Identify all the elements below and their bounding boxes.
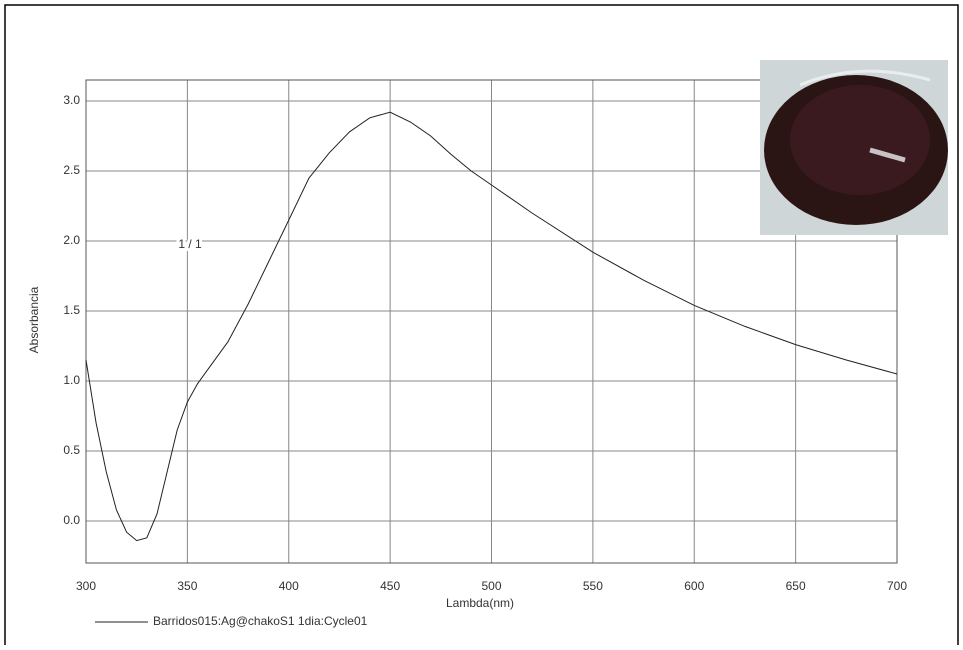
legend-label: Barridos015:Ag@chakoS1 1dia:Cycle01: [153, 614, 368, 628]
plot-area: [85, 79, 898, 564]
y-tick-label: 2.0: [63, 233, 80, 247]
x-tick-label: 300: [76, 579, 96, 593]
annotation: 1 / 1: [178, 237, 202, 251]
y-tick-label: 2.5: [63, 163, 80, 177]
y-tick-label: 0.0: [63, 513, 80, 527]
x-tick-label: 700: [887, 579, 907, 593]
y-tick-label: 1.5: [63, 303, 80, 317]
x-tick-label: 650: [786, 579, 806, 593]
x-tick-label: 600: [684, 579, 704, 593]
series-line: [85, 111, 898, 542]
inset-photo: [760, 60, 948, 235]
x-tick-label: 450: [380, 579, 400, 593]
x-tick-label: 550: [583, 579, 603, 593]
plot: [85, 111, 898, 542]
x-tick-label: 400: [279, 579, 299, 593]
y-tick-label: 1.0: [63, 373, 80, 387]
grid: [85, 80, 898, 563]
y-axis-label: Absorbancia: [27, 286, 41, 353]
frame: [4, 4, 959, 650]
y-tick-label: 3.0: [63, 93, 80, 107]
x-tick-label: 500: [481, 579, 501, 593]
y-tick-label: 0.5: [63, 443, 80, 457]
x-axis-label: Lambda(nm): [446, 596, 514, 610]
x-tick-label: 350: [177, 579, 197, 593]
